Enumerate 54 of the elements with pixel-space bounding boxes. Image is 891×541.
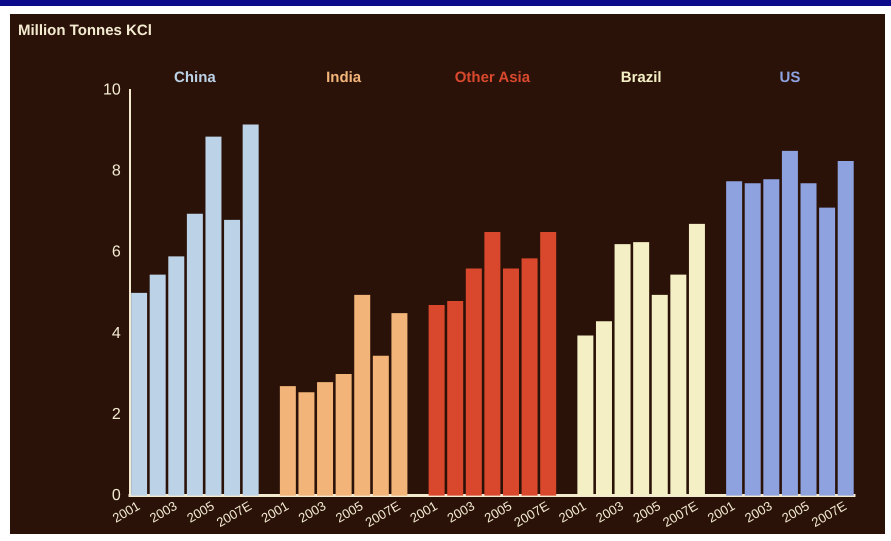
text: India — [326, 69, 362, 86]
text: Other Asia — [454, 69, 531, 86]
bar — [763, 179, 780, 496]
text: Brazil — [620, 69, 662, 86]
bar — [280, 386, 296, 496]
text: China — [174, 69, 216, 86]
y-tick-label: 8 — [112, 162, 121, 180]
bar — [447, 300, 464, 496]
bar — [428, 305, 445, 496]
x-tick-label: 2003 — [147, 498, 180, 526]
bar — [838, 160, 854, 496]
y-tick-label: 4 — [112, 324, 121, 342]
y-tick-label: 6 — [112, 244, 121, 261]
bar — [819, 208, 836, 496]
bar — [782, 150, 798, 496]
bar — [354, 294, 370, 496]
x-tick-label: 2001 — [704, 498, 738, 526]
x-tick-label: 2005 — [332, 498, 366, 526]
bar — [317, 382, 334, 496]
bar — [336, 374, 352, 496]
bar — [242, 124, 259, 496]
bar — [484, 232, 500, 496]
bar — [298, 392, 314, 496]
bar — [150, 274, 166, 496]
bar — [800, 183, 817, 496]
bar — [744, 183, 761, 496]
bar — [522, 258, 538, 496]
x-tick-label: 2005 — [184, 498, 217, 526]
x-tick-label: 2005 — [482, 498, 514, 526]
bar — [224, 220, 240, 496]
y-tick-label: 2 — [112, 406, 121, 423]
x-tick-label: 2001 — [556, 498, 589, 526]
x-tick-label: 2003 — [742, 498, 775, 526]
bar — [503, 268, 519, 496]
x-tick-label: 2001 — [258, 498, 292, 526]
text: US — [779, 69, 800, 86]
bar — [726, 181, 742, 496]
y-tick-label: 10 — [103, 81, 121, 98]
y-axis-title: Million Tonnes KCl — [18, 22, 152, 39]
x-tick-label: 2003 — [296, 498, 328, 526]
bar — [372, 356, 389, 496]
bar — [391, 313, 408, 496]
x-tick-label: 2003 — [593, 498, 626, 526]
bar — [168, 256, 184, 496]
bar — [466, 268, 482, 496]
y-tick-label: 0 — [112, 487, 121, 504]
x-tick-label: 2005 — [779, 498, 812, 526]
bar — [186, 214, 203, 496]
x-tick-label: 2003 — [444, 498, 478, 526]
bar — [540, 232, 556, 496]
x-tick-label: 2005 — [630, 498, 664, 526]
bar — [131, 292, 148, 496]
bar — [205, 136, 222, 496]
x-tick-label: 2001 — [407, 498, 440, 526]
